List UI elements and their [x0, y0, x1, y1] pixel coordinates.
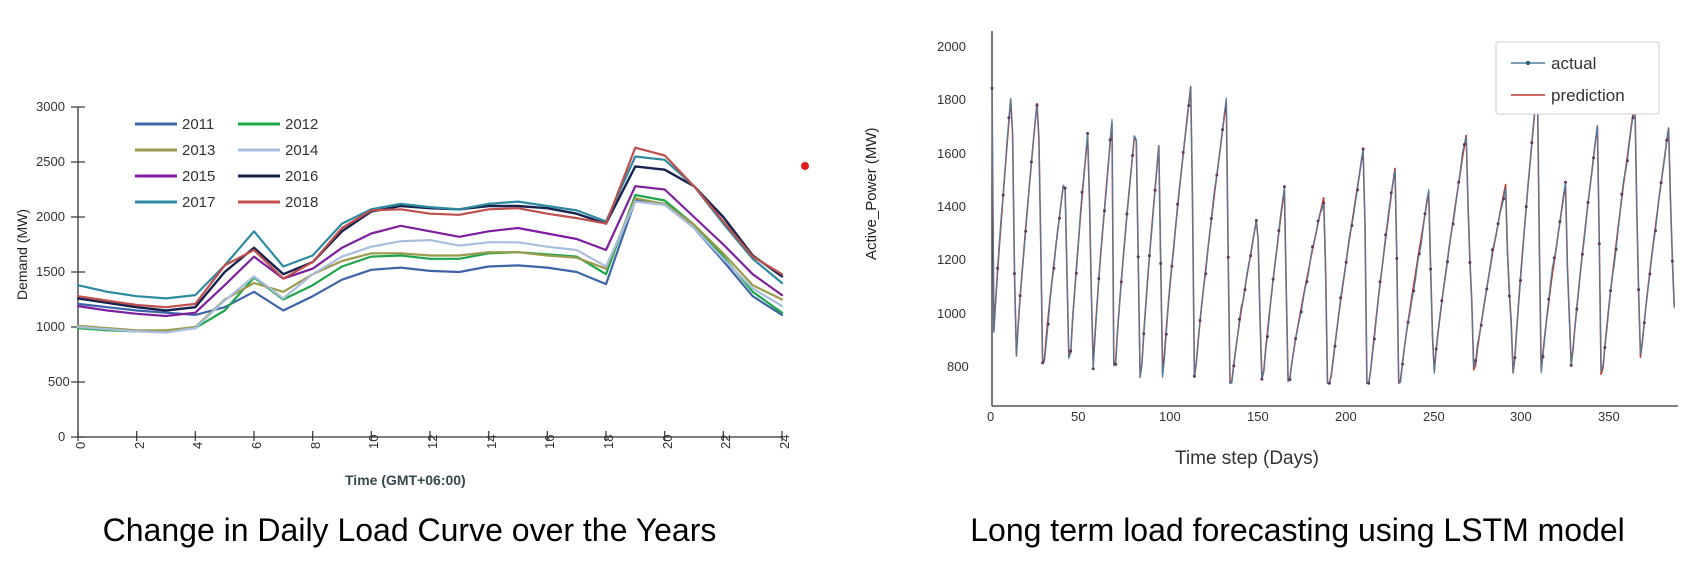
svg-text:actual: actual — [1551, 54, 1596, 73]
svg-text:prediction: prediction — [1551, 86, 1625, 105]
